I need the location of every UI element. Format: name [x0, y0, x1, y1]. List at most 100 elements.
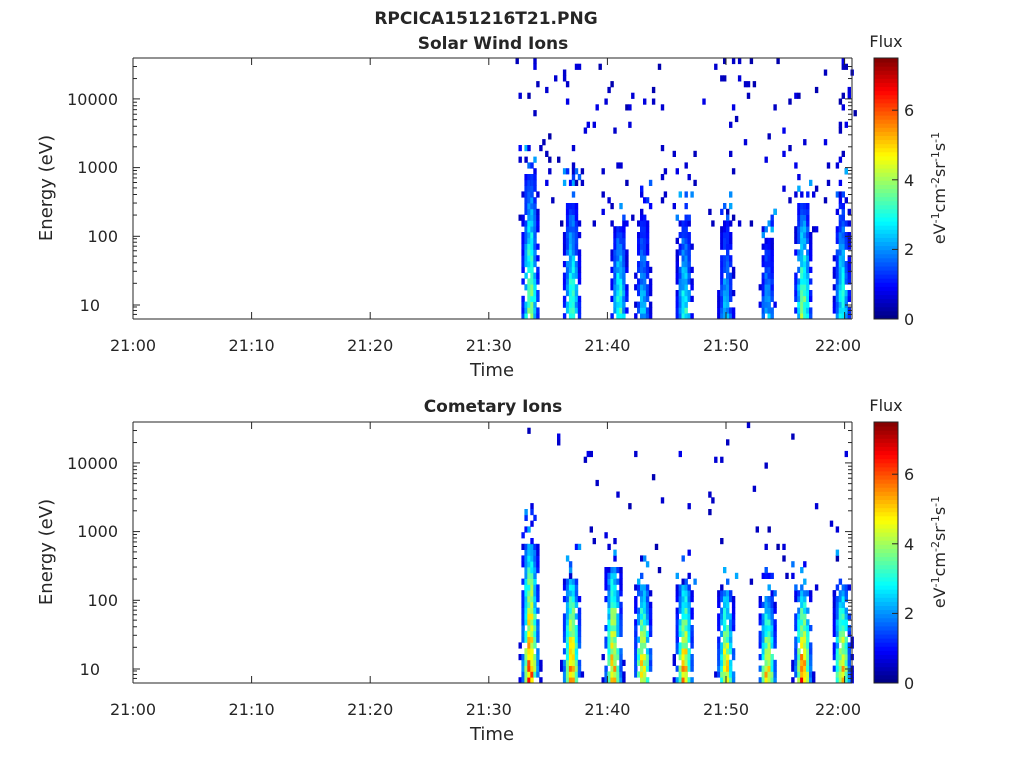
flux-cell [678, 249, 682, 256]
flux-cell [794, 671, 798, 678]
flux-cell [536, 243, 540, 250]
flux-cell [809, 590, 813, 597]
flux-cell [794, 659, 798, 666]
colorbar-step [874, 585, 898, 590]
flux-cell [770, 636, 774, 643]
flux-cell [684, 671, 688, 678]
flux-cell [533, 232, 537, 239]
flux-cell [607, 630, 611, 637]
flux-cell [645, 596, 650, 603]
colorbar-step [874, 605, 898, 611]
flux-cell [577, 619, 582, 626]
flux-cell [675, 266, 679, 273]
flux-cell [726, 261, 730, 268]
flux-cell [684, 266, 688, 273]
flux-cell [640, 590, 644, 597]
flux-cell [794, 284, 798, 291]
flux-cell [761, 226, 765, 233]
flux-cell [767, 307, 771, 314]
flux-cell [800, 243, 804, 250]
flux-cell [803, 272, 807, 279]
flux-cell [634, 301, 638, 308]
colorbar-step [874, 450, 898, 456]
flux-cell [847, 261, 851, 268]
flux-cell [577, 249, 582, 256]
flux-cell [690, 625, 694, 632]
flux-cell [717, 671, 721, 678]
flux-cell [832, 642, 837, 649]
flux-cell [577, 301, 582, 308]
flux-cell [681, 671, 685, 678]
colorbar-step [874, 102, 898, 108]
flux-cell [619, 249, 623, 256]
flux-cell [791, 659, 795, 666]
flux-cell [847, 290, 851, 297]
flux-cell [533, 174, 537, 181]
flux-cell [687, 584, 691, 591]
flux-cell [803, 290, 807, 297]
flux-cell [643, 284, 647, 291]
flux-cell [568, 290, 573, 297]
flux-cell [835, 526, 840, 533]
flux-cell [616, 671, 620, 678]
flux-cell [530, 174, 534, 181]
flux-cell [536, 307, 540, 314]
flux-cell [643, 237, 647, 244]
flux-cell [726, 601, 730, 608]
flux-cell [622, 237, 626, 244]
flux-cell [717, 596, 721, 603]
flux-cell [613, 249, 617, 256]
flux-cell [841, 92, 845, 99]
flux-cell [720, 665, 724, 672]
flux-cell [731, 272, 736, 279]
flux-cell [533, 220, 537, 227]
flux-cell [530, 208, 534, 215]
flux-cell [838, 255, 843, 262]
flux-cell [527, 619, 531, 626]
colorbar-step [874, 261, 898, 267]
flux-cell [536, 567, 540, 574]
flux-cell [797, 607, 801, 614]
flux-cell [681, 625, 685, 632]
flux-cell [571, 266, 576, 273]
flux-cell [568, 203, 573, 210]
flux-cell [562, 313, 567, 320]
flux-cell [684, 261, 688, 268]
flux-cell [678, 450, 682, 458]
flux-cell [726, 654, 730, 661]
colorbar-step [874, 245, 898, 251]
flux-cell [533, 237, 537, 244]
flux-cell [565, 590, 570, 597]
flux-cell [643, 98, 647, 105]
flux-cell [530, 538, 534, 545]
flux-cell [675, 590, 679, 597]
flux-cell [574, 232, 579, 239]
flux-cell [530, 226, 534, 233]
flux-cell [530, 249, 534, 256]
colorbar-step [874, 430, 898, 435]
flux-cell [773, 607, 777, 614]
flux-cell [637, 590, 641, 597]
flux-cell [533, 543, 537, 550]
colorbar-step [874, 172, 898, 177]
flux-cell [616, 630, 620, 637]
flux-cell [533, 179, 537, 186]
flux-cell [533, 567, 537, 574]
flux-cell [533, 249, 537, 256]
flux-cell [841, 607, 845, 614]
flux-cell [764, 654, 768, 661]
flux-cell [764, 249, 768, 256]
flux-cell [565, 671, 570, 678]
flux-cell [767, 313, 771, 320]
flux-cell [530, 232, 534, 239]
flux-cell [809, 266, 813, 273]
flux-cell [720, 232, 724, 239]
flux-cell [530, 642, 534, 649]
flux-cell [565, 214, 570, 221]
flux-cell [723, 284, 727, 291]
flux-cell [565, 203, 570, 210]
flux-cell [607, 86, 611, 94]
x-axis-label: Time [469, 360, 514, 381]
flux-cell [809, 295, 813, 302]
